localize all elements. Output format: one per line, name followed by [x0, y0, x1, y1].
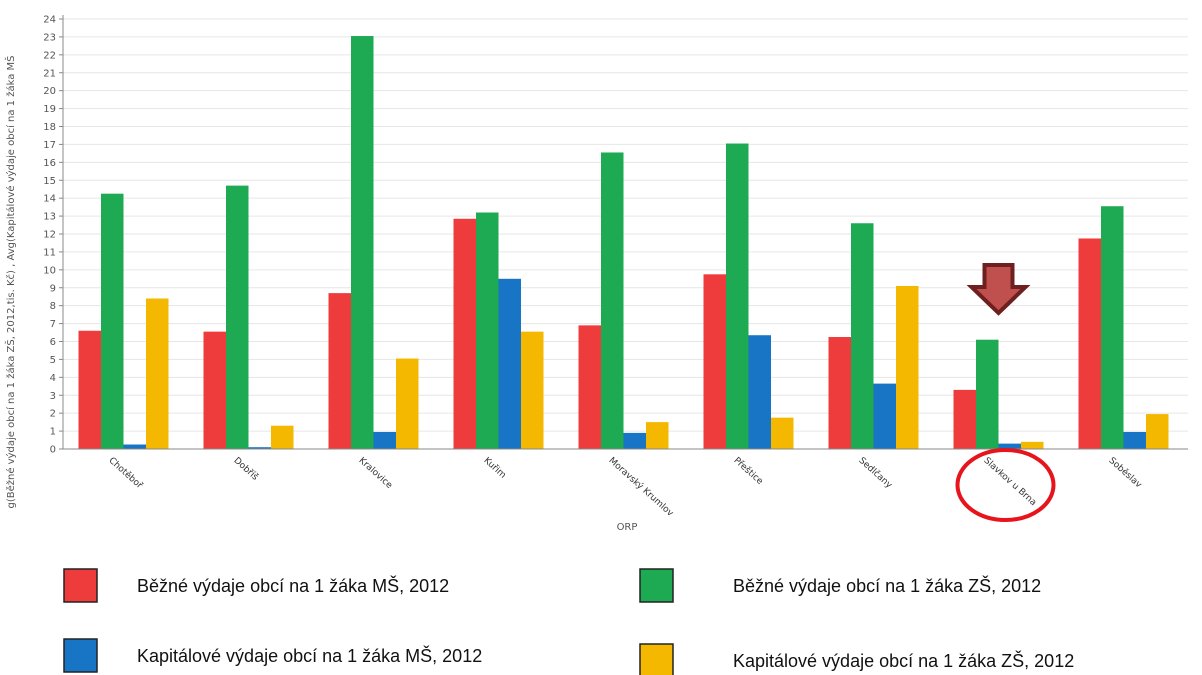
legend-label: Běžné výdaje obcí na 1 žáka ZŠ, 2012 — [733, 575, 1041, 596]
y-tick-label: 3 — [50, 391, 56, 402]
legend: Běžné výdaje obcí na 1 žáka MŠ, 2012 Běžn… — [63, 568, 1074, 675]
y-tick-label: 19 — [43, 104, 56, 115]
bar-series-4 — [646, 422, 669, 449]
bar-series-3 — [748, 335, 771, 449]
legend-label: Kapitálové výdaje obcí na 1 žáka MŠ, 201… — [137, 645, 482, 666]
y-tick-label: 9 — [50, 283, 56, 294]
y-tick-label: 22 — [43, 50, 56, 61]
x-tick-label: Moravský Krumlov — [606, 456, 675, 519]
bar-series-4 — [521, 331, 544, 449]
y-tick-label: 8 — [50, 301, 56, 312]
y-tick-label: 4 — [50, 373, 56, 384]
y-tick-label: 24 — [43, 15, 56, 26]
y-tick-label: 15 — [43, 176, 56, 187]
x-axis-title: ORP — [617, 522, 638, 533]
x-tick-label: Sedlčany — [856, 455, 894, 491]
y-tick-label: 13 — [43, 212, 56, 223]
bar-series-1 — [203, 331, 226, 449]
x-tick-label: Přeštice — [731, 455, 765, 487]
bar-series-4 — [396, 358, 419, 449]
y-tick-label: 18 — [43, 122, 56, 133]
bar-series-2 — [476, 212, 499, 449]
bar-series-4 — [896, 285, 919, 449]
y-tick-label: 2 — [50, 409, 56, 420]
bar-series-2 — [101, 193, 124, 449]
y-tick-label: 23 — [43, 32, 56, 43]
grid-lines — [63, 18, 1188, 450]
y-tick-label: 12 — [43, 230, 56, 241]
bar-series-3 — [998, 443, 1021, 449]
y-tick-label: 17 — [43, 140, 56, 151]
x-tick-label: Chotěboř — [106, 456, 144, 491]
y-tick-label: 5 — [50, 355, 56, 366]
y-axis-title: g(Běžné výdaje obcí na 1 žáka ZŠ, 2012,t… — [4, 55, 17, 508]
x-tick-label: Slavkov u Brna — [981, 456, 1038, 508]
y-tick-label: 1 — [50, 427, 56, 438]
x-tick-label: Kuřim — [481, 456, 507, 481]
legend-label: Kapitálové výdaje obcí na 1 žáka ZŠ, 201… — [733, 650, 1074, 671]
legend-swatch — [639, 568, 674, 603]
bar-series-3 — [873, 383, 896, 449]
annotations — [955, 263, 1056, 522]
y-tick-label: 11 — [43, 247, 56, 258]
y-tick-label: 7 — [50, 319, 56, 330]
bar-series-1 — [703, 274, 726, 449]
x-tick-label: Kralovice — [356, 456, 394, 491]
bar-series-4 — [271, 425, 294, 449]
bar-series-4 — [1146, 414, 1169, 449]
bar-series-3 — [623, 432, 646, 449]
bar-series-3 — [498, 278, 521, 449]
legend-swatch — [639, 643, 674, 675]
y-tick-label: 20 — [43, 86, 56, 97]
y-tick-label: 21 — [43, 68, 56, 79]
y-tick-label: 0 — [50, 445, 56, 456]
bar-series-1 — [953, 389, 976, 449]
bar-series-4 — [771, 417, 794, 449]
bar-series-1 — [828, 337, 851, 449]
bar-series-2 — [851, 223, 874, 449]
bar-series-1 — [578, 325, 601, 449]
bar-series-2 — [351, 36, 374, 449]
x-tick-label: Soběslav — [1106, 456, 1143, 491]
legend-label: Běžné výdaje obcí na 1 žáka MŠ, 2012 — [137, 575, 449, 596]
legend-swatch — [63, 568, 98, 603]
bar-series-3 — [1123, 431, 1146, 449]
bar-series-1 — [1078, 238, 1101, 449]
highlight-arrow — [966, 263, 1031, 316]
legend-swatch — [63, 638, 98, 673]
y-tick-label: 10 — [43, 265, 56, 276]
y-tick-label: 14 — [43, 194, 56, 205]
highlight-circle — [955, 448, 1056, 522]
y-tick-label: 16 — [43, 158, 56, 169]
x-axis: Chotěboř Dobříš Kralovice Kuřim Moravský Kru… — [63, 448, 1188, 519]
y-tick-label: 6 — [50, 337, 56, 348]
bar-series-3 — [373, 431, 396, 449]
bar-series-1 — [453, 218, 476, 449]
bar-series-4 — [1021, 441, 1044, 449]
bars — [78, 36, 1169, 450]
bar-series-2 — [226, 185, 249, 449]
bar-series-4 — [146, 298, 169, 449]
bar-series-2 — [976, 339, 999, 449]
bar-series-2 — [726, 143, 749, 450]
bar-series-1 — [328, 293, 351, 449]
bar-series-3 — [248, 447, 271, 449]
bar-series-3 — [123, 444, 146, 449]
bar-series-2 — [1101, 206, 1124, 449]
x-tick-label: Dobříš — [231, 455, 260, 483]
bar-series-1 — [78, 330, 101, 449]
bar-series-2 — [601, 152, 624, 449]
